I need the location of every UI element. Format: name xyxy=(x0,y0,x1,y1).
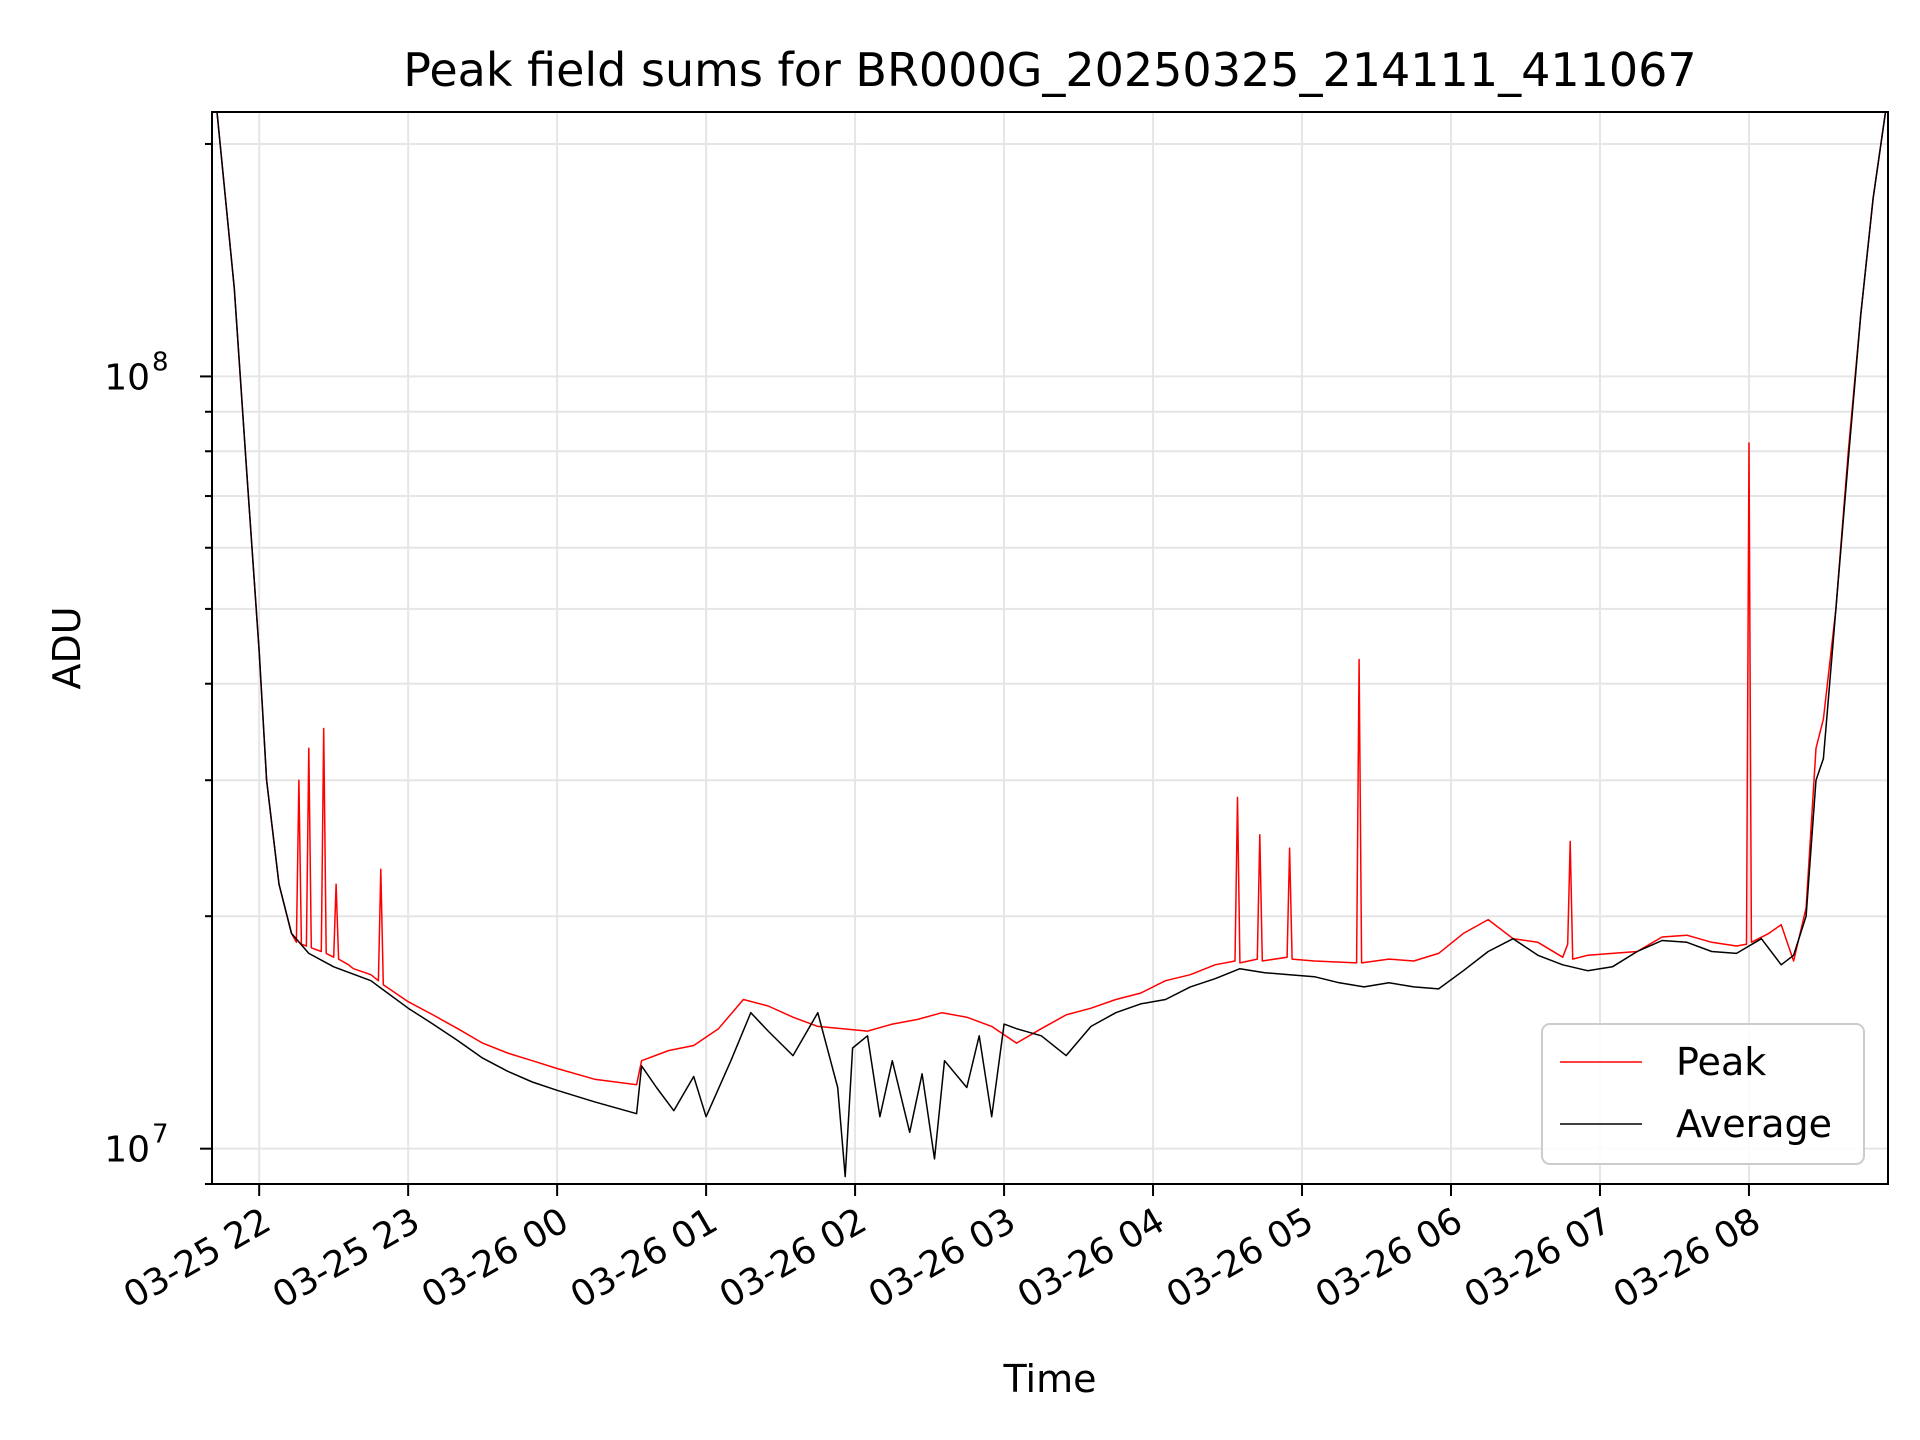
legend: Peak Average xyxy=(1541,1023,1865,1165)
series-line-peak xyxy=(216,112,1887,1086)
plot-frame xyxy=(211,111,1889,1185)
chart-title: Peak field sums for BR000G_20250325_2141… xyxy=(403,43,1696,97)
series-layer xyxy=(216,112,1887,1178)
y-tick-exponent: 7 xyxy=(152,1120,169,1150)
legend-label-peak: Peak xyxy=(1676,1040,1766,1084)
legend-box xyxy=(1541,1023,1865,1165)
y-tick-exponent: 8 xyxy=(152,347,169,377)
legend-label-average: Average xyxy=(1676,1102,1832,1146)
grid xyxy=(212,112,1888,1185)
y-axis-label: ADU xyxy=(45,606,89,689)
series-line-average xyxy=(216,112,1887,1178)
y-tick-label: 10 xyxy=(104,357,150,398)
x-axis-label: Time xyxy=(1003,1357,1097,1401)
y-tick-label: 10 xyxy=(104,1130,150,1171)
